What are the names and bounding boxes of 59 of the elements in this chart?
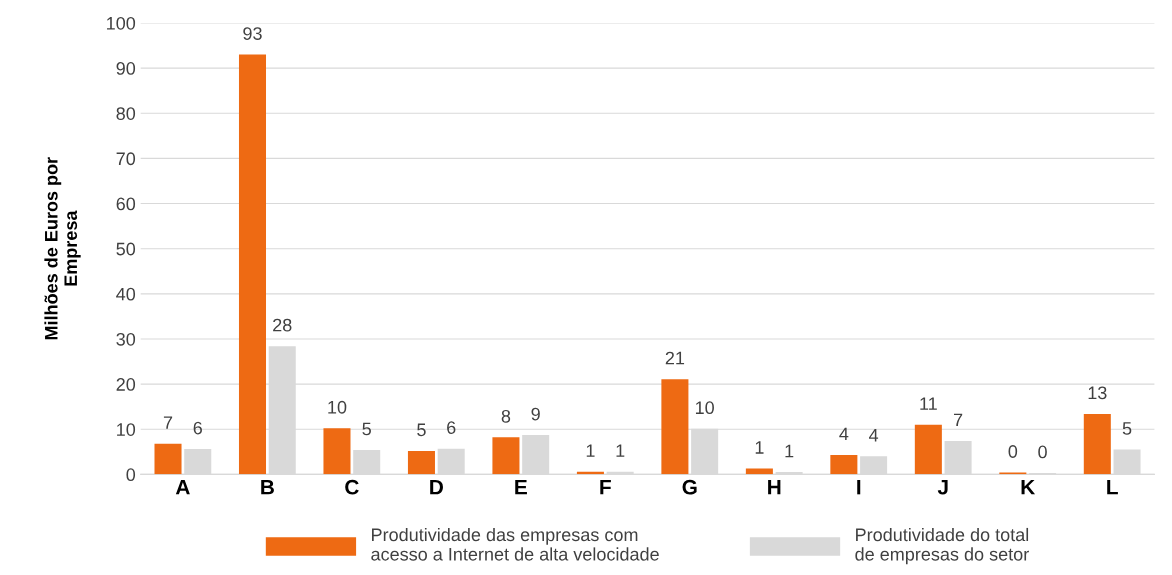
y-tick-label: 70 bbox=[116, 152, 136, 166]
x-tick-label: F bbox=[600, 480, 611, 495]
y-tick-label: 80 bbox=[116, 107, 136, 120]
data-label: 28 bbox=[273, 318, 292, 332]
data-label: 21 bbox=[665, 351, 685, 365]
data-label: 5 bbox=[362, 422, 371, 436]
x-tick-label: A bbox=[175, 480, 190, 495]
x-tick-label: J bbox=[937, 480, 948, 495]
data-label: 1 bbox=[785, 444, 794, 458]
data-label: 6 bbox=[193, 421, 202, 435]
y-tick-label: 0 bbox=[126, 468, 136, 482]
x-tick-label: E bbox=[515, 480, 527, 495]
legend-label: Produtividade do total de empresas do setor bbox=[855, 527, 1029, 565]
data-label: 4 bbox=[839, 427, 849, 441]
y-tick-label: 20 bbox=[116, 378, 136, 391]
y-tick-label: 30 bbox=[116, 332, 136, 346]
x-tick-label: I bbox=[857, 480, 861, 495]
data-label: 0 bbox=[1038, 445, 1047, 459]
y-tick-label: 10 bbox=[117, 423, 136, 436]
data-label: 9 bbox=[531, 407, 540, 421]
bar bbox=[492, 437, 520, 475]
x-tick-label: H bbox=[768, 480, 781, 495]
data-label: 8 bbox=[501, 409, 511, 423]
bar bbox=[661, 379, 689, 475]
bar bbox=[154, 443, 182, 475]
data-label: 0 bbox=[1008, 445, 1018, 458]
bar bbox=[238, 54, 267, 475]
bar bbox=[1083, 413, 1111, 475]
x-tick-label: B bbox=[261, 480, 274, 495]
data-label: 13 bbox=[1088, 386, 1107, 400]
y-axis-title: Milhões de Euros por Empresa bbox=[44, 157, 81, 340]
x-tick-label: K bbox=[1021, 480, 1036, 495]
data-label: 10 bbox=[328, 400, 347, 414]
bar bbox=[914, 424, 942, 475]
bar bbox=[407, 450, 435, 475]
data-label: 7 bbox=[953, 413, 963, 427]
data-label: 7 bbox=[163, 416, 173, 429]
y-tick-label: 40 bbox=[116, 287, 136, 301]
data-label: 5 bbox=[1122, 422, 1132, 435]
legend-label: Produtividade das empresas com acesso a Internet de alta velocidade bbox=[371, 527, 659, 561]
data-label: 1 bbox=[586, 444, 595, 457]
x-tick-label: G bbox=[682, 479, 697, 495]
data-label: 4 bbox=[869, 429, 879, 442]
data-label: 93 bbox=[243, 27, 262, 40]
y-tick-label: 100 bbox=[107, 16, 136, 30]
data-label: 10 bbox=[695, 401, 714, 415]
y-tick-label: 50 bbox=[116, 242, 136, 256]
x-tick-label: C bbox=[345, 479, 359, 495]
y-tick-label: 60 bbox=[116, 197, 136, 211]
data-label: 11 bbox=[920, 397, 937, 410]
data-label: 6 bbox=[447, 421, 456, 434]
bar bbox=[323, 428, 351, 475]
x-tick-label: L bbox=[1107, 480, 1118, 495]
x-tick-label: D bbox=[430, 480, 443, 495]
data-label: 5 bbox=[417, 423, 426, 437]
y-tick-label: 90 bbox=[116, 62, 136, 75]
bar bbox=[830, 454, 858, 475]
data-label: 1 bbox=[755, 441, 764, 454]
data-label: 1 bbox=[616, 444, 625, 457]
